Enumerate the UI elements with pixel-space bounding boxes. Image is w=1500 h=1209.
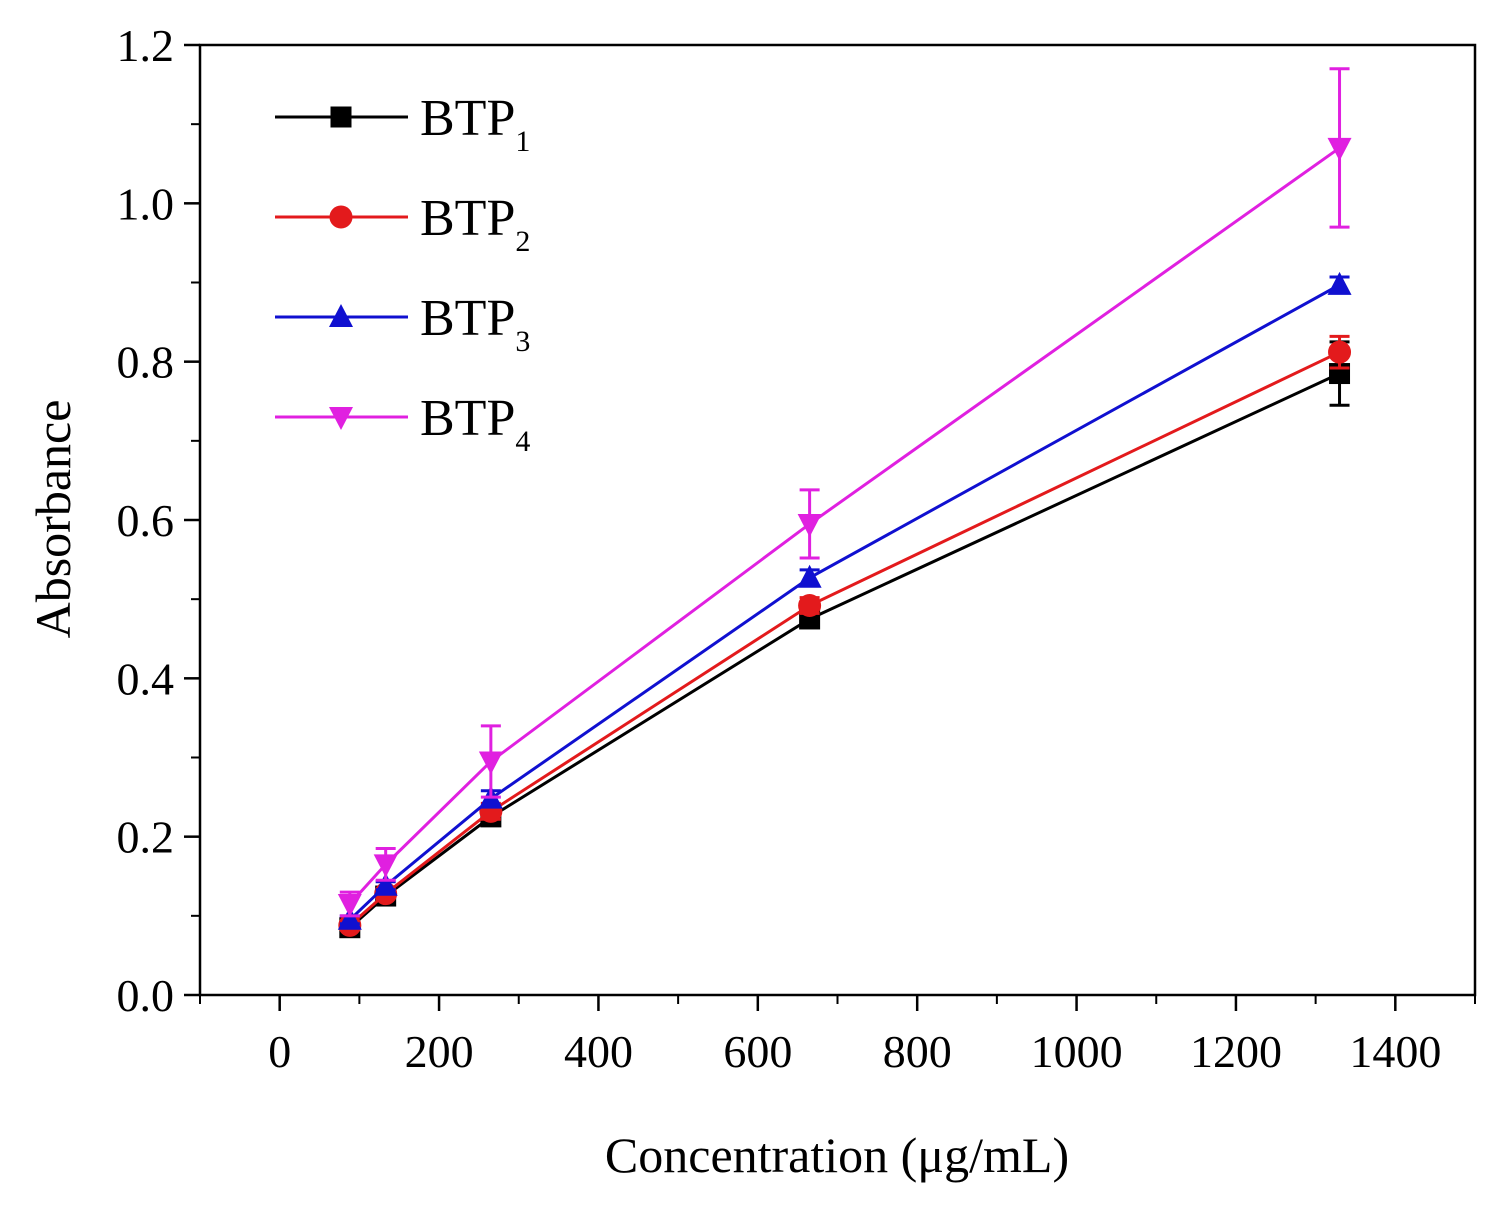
data-point [798,594,822,617]
y-tick-label: 0.8 [117,337,175,388]
data-point [337,906,362,930]
series-line [348,372,1341,929]
x-tick-label: 1400 [1349,1026,1441,1077]
legend-marker [330,106,352,128]
x-tick-label: 0 [268,1026,291,1077]
data-point [1327,137,1352,161]
legend-label: BTP3 [420,290,530,358]
axes-group: 0 200 400 600 800 1000 1200 1400 0.0 0.2 0.4 0.6 0.8… [117,20,1477,1077]
legend-label-text: BTP [420,90,515,147]
legend-item-btp2: BTP2 [275,190,530,258]
series-btp4 [337,67,1352,918]
legend-label-text: BTP [420,390,515,447]
data-point [373,854,398,878]
x-tick-label: 1000 [1031,1026,1123,1077]
legend-item-btp1: BTP1 [275,90,530,158]
legend-label: BTP4 [420,390,530,458]
legend-item-btp4: BTP4 [275,390,530,458]
legend-label-subscript: 4 [515,425,530,458]
x-axis-title: Concentration (μg/mL) [605,1127,1069,1183]
y-tick-label: 1.0 [117,178,175,229]
y-tick-label: 1.2 [117,20,175,71]
legend-label: BTP1 [420,90,530,158]
x-tick-label: 400 [564,1026,633,1077]
x-tick-label: 1200 [1190,1026,1282,1077]
data-point [797,564,822,588]
data-point [478,751,503,775]
y-tick-label: 0.0 [117,970,175,1021]
x-tick-label: 200 [405,1026,474,1077]
data-point [797,513,822,537]
x-tick-label: 800 [883,1026,952,1077]
legend-label-subscript: 3 [515,325,530,358]
y-axis-title: Absorbance [25,400,81,639]
series-group [337,67,1352,939]
legend-marker [329,205,353,229]
data-point [337,893,362,917]
legend-marker [329,304,353,327]
legend-label-subscript: 1 [515,125,530,158]
series-btp2 [338,334,1352,937]
y-tick-label: 0.2 [117,812,175,863]
series-btp3 [337,271,1352,930]
legend-marker [329,407,353,430]
y-tick-label: 0.6 [117,495,175,546]
data-point [1327,271,1352,295]
data-point [1328,340,1352,364]
x-tick-label: 600 [723,1026,792,1077]
legend-label-subscript: 2 [515,225,530,258]
data-point [373,872,398,896]
legend-item-btp3: BTP3 [275,290,530,358]
legend-label: BTP2 [420,190,530,258]
legend-label-text: BTP [420,190,515,247]
y-tick-label: 0.4 [117,653,175,704]
legend-label-text: BTP [420,290,515,347]
